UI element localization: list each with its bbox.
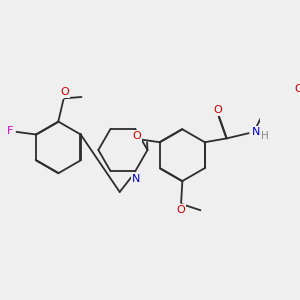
Text: H: H [261,131,268,141]
Text: O: O [177,205,185,215]
Text: O: O [60,87,69,97]
Text: O: O [295,84,300,94]
Text: O: O [213,105,222,115]
Text: N: N [132,173,141,184]
Text: N: N [252,127,260,137]
Text: O: O [132,131,141,141]
Text: F: F [7,126,13,136]
